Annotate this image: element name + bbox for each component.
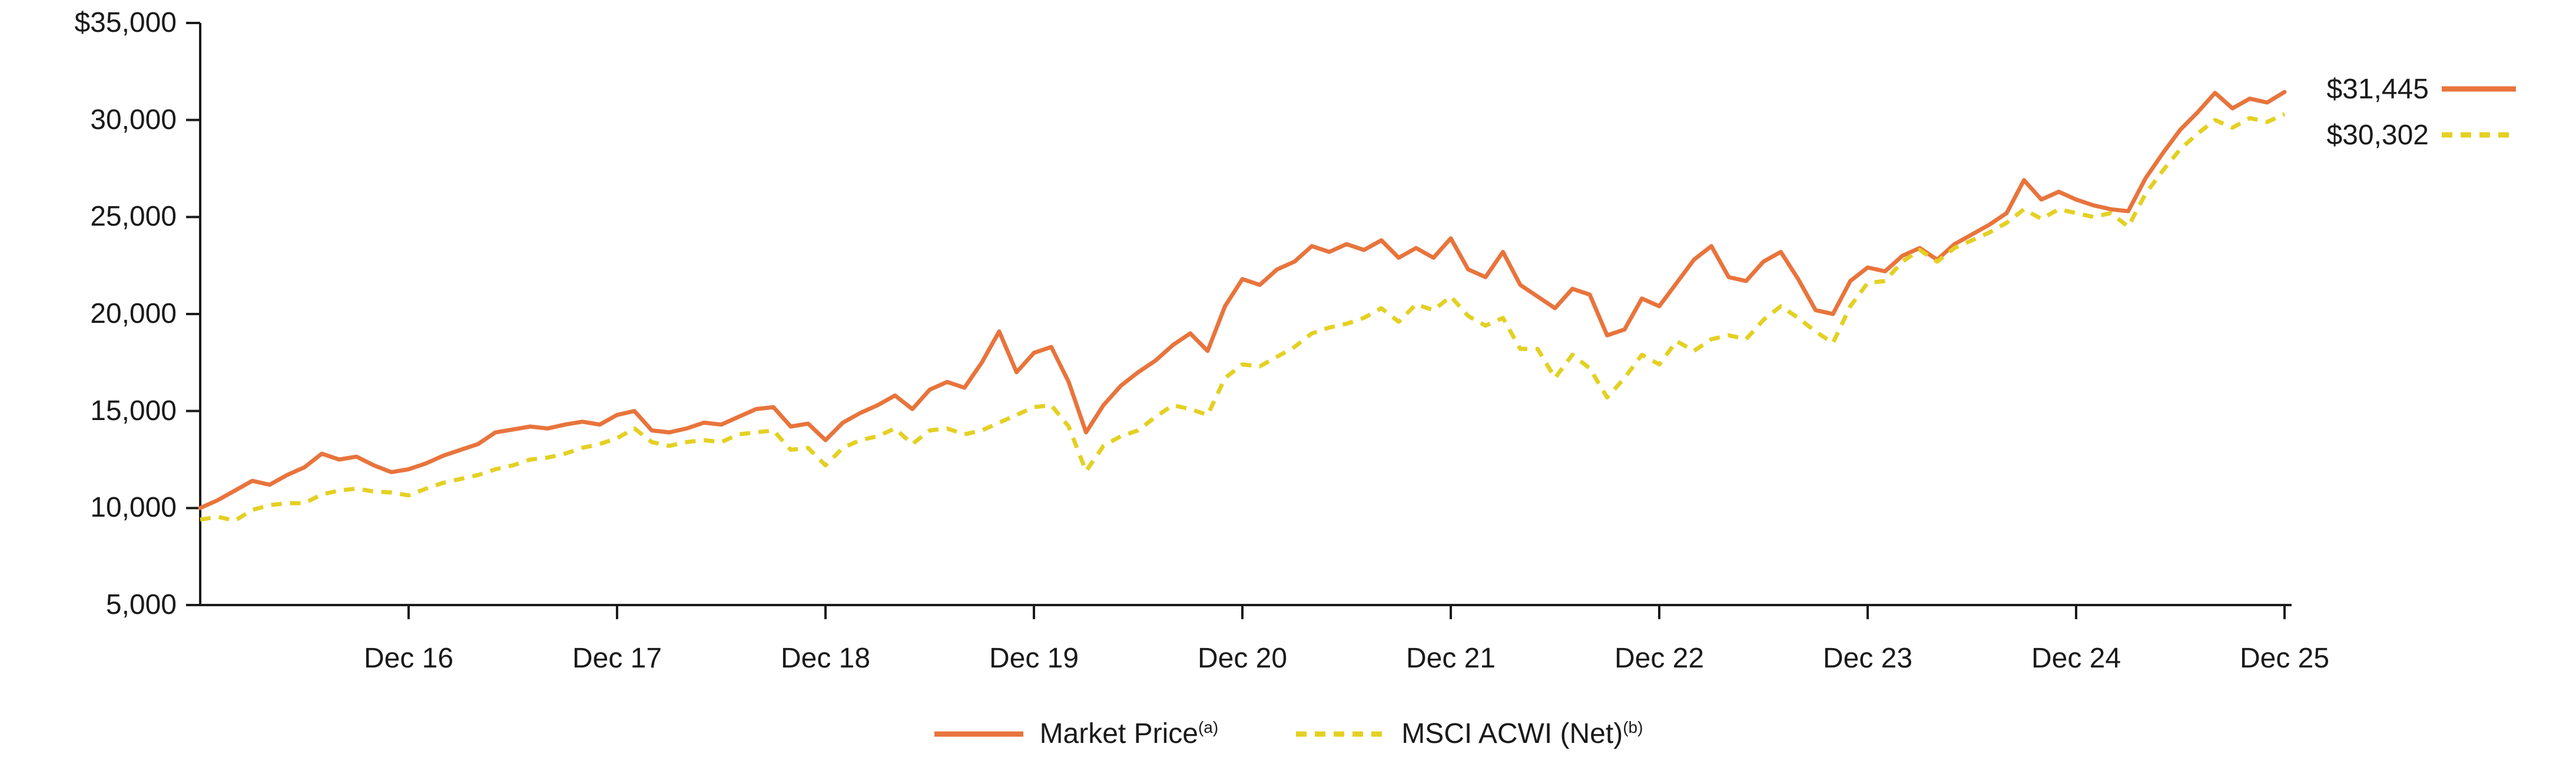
- x-axis-label: Dec 18: [780, 643, 871, 674]
- x-axis-label: Dec 21: [1405, 643, 1496, 674]
- msci-acwi-end-value: $30,302: [2326, 119, 2429, 151]
- market-price-line-swatch-icon: [2442, 86, 2516, 92]
- legend-item-market-price: Market Price(a): [933, 718, 1219, 750]
- y-axis-label: 25,000: [90, 201, 177, 233]
- x-axis-label: Dec 20: [1197, 643, 1288, 674]
- legend-label-msci-acwi: MSCI ACWI (Net)(b): [1401, 718, 1643, 749]
- x-axis-label: Dec 25: [2239, 643, 2330, 674]
- y-axis-label: 5,000: [105, 589, 177, 620]
- x-axis-label: Dec 19: [989, 643, 1079, 674]
- market-price-line: [198, 90, 2287, 510]
- y-axis-label: 20,000: [90, 298, 177, 329]
- x-axis-label: Dec 23: [1822, 643, 1913, 674]
- y-axis-label: 10,000: [90, 492, 177, 524]
- msci-acwi-footnote-marker: (b): [1623, 718, 1643, 736]
- msci-acwi-dashed-swatch-icon: [2442, 132, 2516, 138]
- msci-acwi-dashed-swatch-icon: [1296, 731, 1385, 736]
- market-price-end-value: $31,445: [2326, 73, 2429, 105]
- y-axis-label: $35,000: [74, 7, 177, 38]
- legend: Market Price(a) MSCI ACWI (Net)(b): [0, 718, 2576, 750]
- x-axis-label: Dec 24: [2031, 643, 2121, 674]
- x-axis-label: Dec 17: [572, 643, 662, 674]
- market-price-footnote-marker: (a): [1198, 718, 1219, 736]
- end-label-market-price: $31,445: [2314, 68, 2517, 110]
- end-label-msci-acwi: $30,302: [2314, 114, 2517, 156]
- x-axis-label: Dec 22: [1614, 643, 1705, 674]
- market-price-line-swatch-icon: [934, 731, 1023, 736]
- series-end-labels: $31,445 $30,302: [2314, 68, 2517, 156]
- y-axis-label: 30,000: [90, 104, 177, 136]
- msci-acwi-net--line: [200, 112, 2286, 523]
- y-axis-label: 15,000: [90, 395, 177, 427]
- legend-item-msci-acwi: MSCI ACWI (Net)(b): [1295, 718, 1643, 750]
- legend-label-market-price: Market Price(a): [1039, 718, 1219, 749]
- x-axis-label: Dec 16: [363, 643, 454, 674]
